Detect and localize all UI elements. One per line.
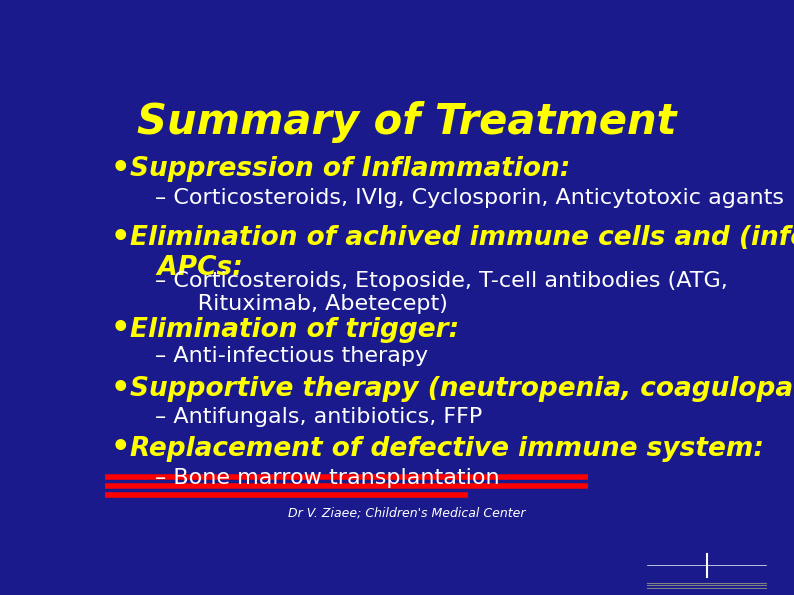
Text: •: • [110, 154, 130, 183]
Text: Replacement of defective immune system:: Replacement of defective immune system: [130, 436, 764, 462]
Text: – Anti-infectious therapy: – Anti-infectious therapy [155, 346, 428, 367]
Text: – Corticosteroids, IVIg, Cyclosporin, Anticytotoxic agants: – Corticosteroids, IVIg, Cyclosporin, An… [155, 188, 784, 208]
Text: •: • [110, 223, 130, 252]
Text: – Bone marrow transplantation: – Bone marrow transplantation [155, 468, 499, 488]
Text: – Corticosteroids, Etoposide, T-cell antibodies (ATG,
      Rituximab, Abetecept: – Corticosteroids, Etoposide, T-cell ant… [155, 271, 727, 314]
Text: Suppression of Inflammation:: Suppression of Inflammation: [130, 156, 570, 182]
Text: Summary of Treatment: Summary of Treatment [137, 101, 676, 143]
Text: – Antifungals, antibiotics, FFP: – Antifungals, antibiotics, FFP [155, 407, 482, 427]
Text: •: • [110, 433, 130, 462]
Text: Elimination of trigger:: Elimination of trigger: [130, 317, 459, 343]
Text: •: • [110, 374, 130, 403]
Text: Elimination of achived immune cells and (infected)
   APCs:: Elimination of achived immune cells and … [130, 225, 794, 281]
Text: Dr V. Ziaee; Children's Medical Center: Dr V. Ziaee; Children's Medical Center [288, 506, 526, 519]
Text: Supportive therapy (neutropenia, coagulopathy):: Supportive therapy (neutropenia, coagulo… [130, 376, 794, 402]
FancyBboxPatch shape [646, 553, 768, 578]
Text: •: • [110, 314, 130, 343]
